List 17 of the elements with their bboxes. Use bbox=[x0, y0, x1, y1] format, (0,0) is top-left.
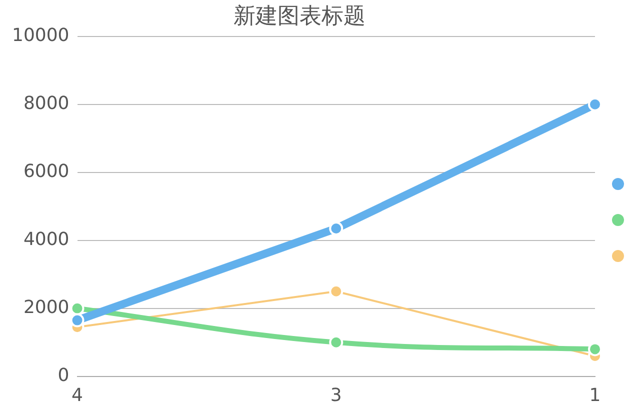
y-tick-label: 6000 bbox=[23, 161, 70, 182]
x-tick-label: 4 bbox=[72, 384, 83, 406]
x-tick-label: 1 bbox=[589, 384, 601, 406]
chart-title: 新建图表标题 bbox=[234, 4, 366, 29]
point bbox=[588, 97, 602, 112]
y-tick-label: 8000 bbox=[23, 93, 70, 114]
y-tick-label: 10000 bbox=[12, 25, 70, 46]
y-tick-label: 0 bbox=[58, 365, 70, 386]
point bbox=[329, 222, 344, 236]
x-tick-label: 3 bbox=[330, 384, 342, 406]
point bbox=[70, 301, 84, 316]
point bbox=[70, 313, 84, 328]
point bbox=[588, 342, 602, 356]
point bbox=[329, 284, 344, 298]
y-tick-label: 4000 bbox=[23, 229, 70, 250]
y-tick-label: 2000 bbox=[23, 297, 70, 318]
point bbox=[329, 335, 344, 350]
